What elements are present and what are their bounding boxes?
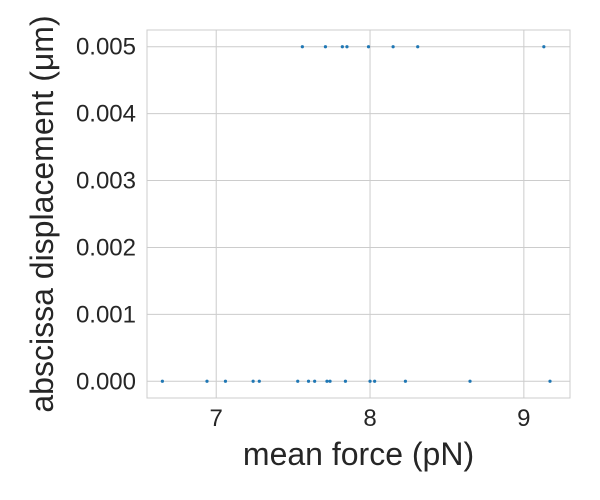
x-tick-label: 8: [363, 405, 376, 432]
data-point: [306, 379, 311, 383]
data-point: [223, 379, 228, 383]
data-point: [160, 379, 164, 383]
x-axis-label: mean force (pN): [243, 436, 474, 472]
y-axis-label: abscissa displacement (μm): [24, 15, 60, 412]
data-point: [468, 379, 472, 383]
data-point: [345, 45, 349, 49]
x-tick-label: 7: [210, 405, 223, 432]
y-tick-label: 0.000: [76, 368, 136, 395]
y-tick-label: 0.004: [76, 101, 136, 128]
data-points: [160, 45, 552, 383]
x-tick-labels: 7 8 9: [210, 405, 531, 432]
data-point: [416, 45, 420, 49]
data-point: [313, 379, 317, 383]
data-point: [368, 379, 372, 383]
data-point: [328, 379, 332, 383]
data-point: [340, 45, 344, 49]
data-point: [391, 45, 395, 49]
data-point: [343, 379, 348, 383]
data-point: [300, 45, 304, 49]
y-tick-labels: 0.000 0.001 0.002 0.003 0.004 0.005: [76, 34, 136, 396]
data-point: [323, 45, 328, 49]
data-point: [325, 379, 329, 383]
data-point: [542, 45, 546, 49]
y-tick-label: 0.005: [76, 34, 136, 61]
y-tick-label: 0.003: [76, 168, 136, 195]
y-tick-label: 0.002: [76, 234, 136, 261]
data-point: [296, 379, 300, 383]
x-tick-label: 9: [517, 405, 530, 432]
grid: [147, 30, 570, 398]
data-point: [366, 45, 371, 49]
data-point: [403, 379, 408, 383]
data-point: [251, 379, 255, 383]
plot-area: [146, 29, 571, 399]
data-point: [205, 379, 209, 383]
data-point: [257, 379, 261, 383]
y-tick-label: 0.001: [76, 301, 136, 328]
data-point: [548, 379, 552, 383]
data-point: [373, 379, 377, 383]
